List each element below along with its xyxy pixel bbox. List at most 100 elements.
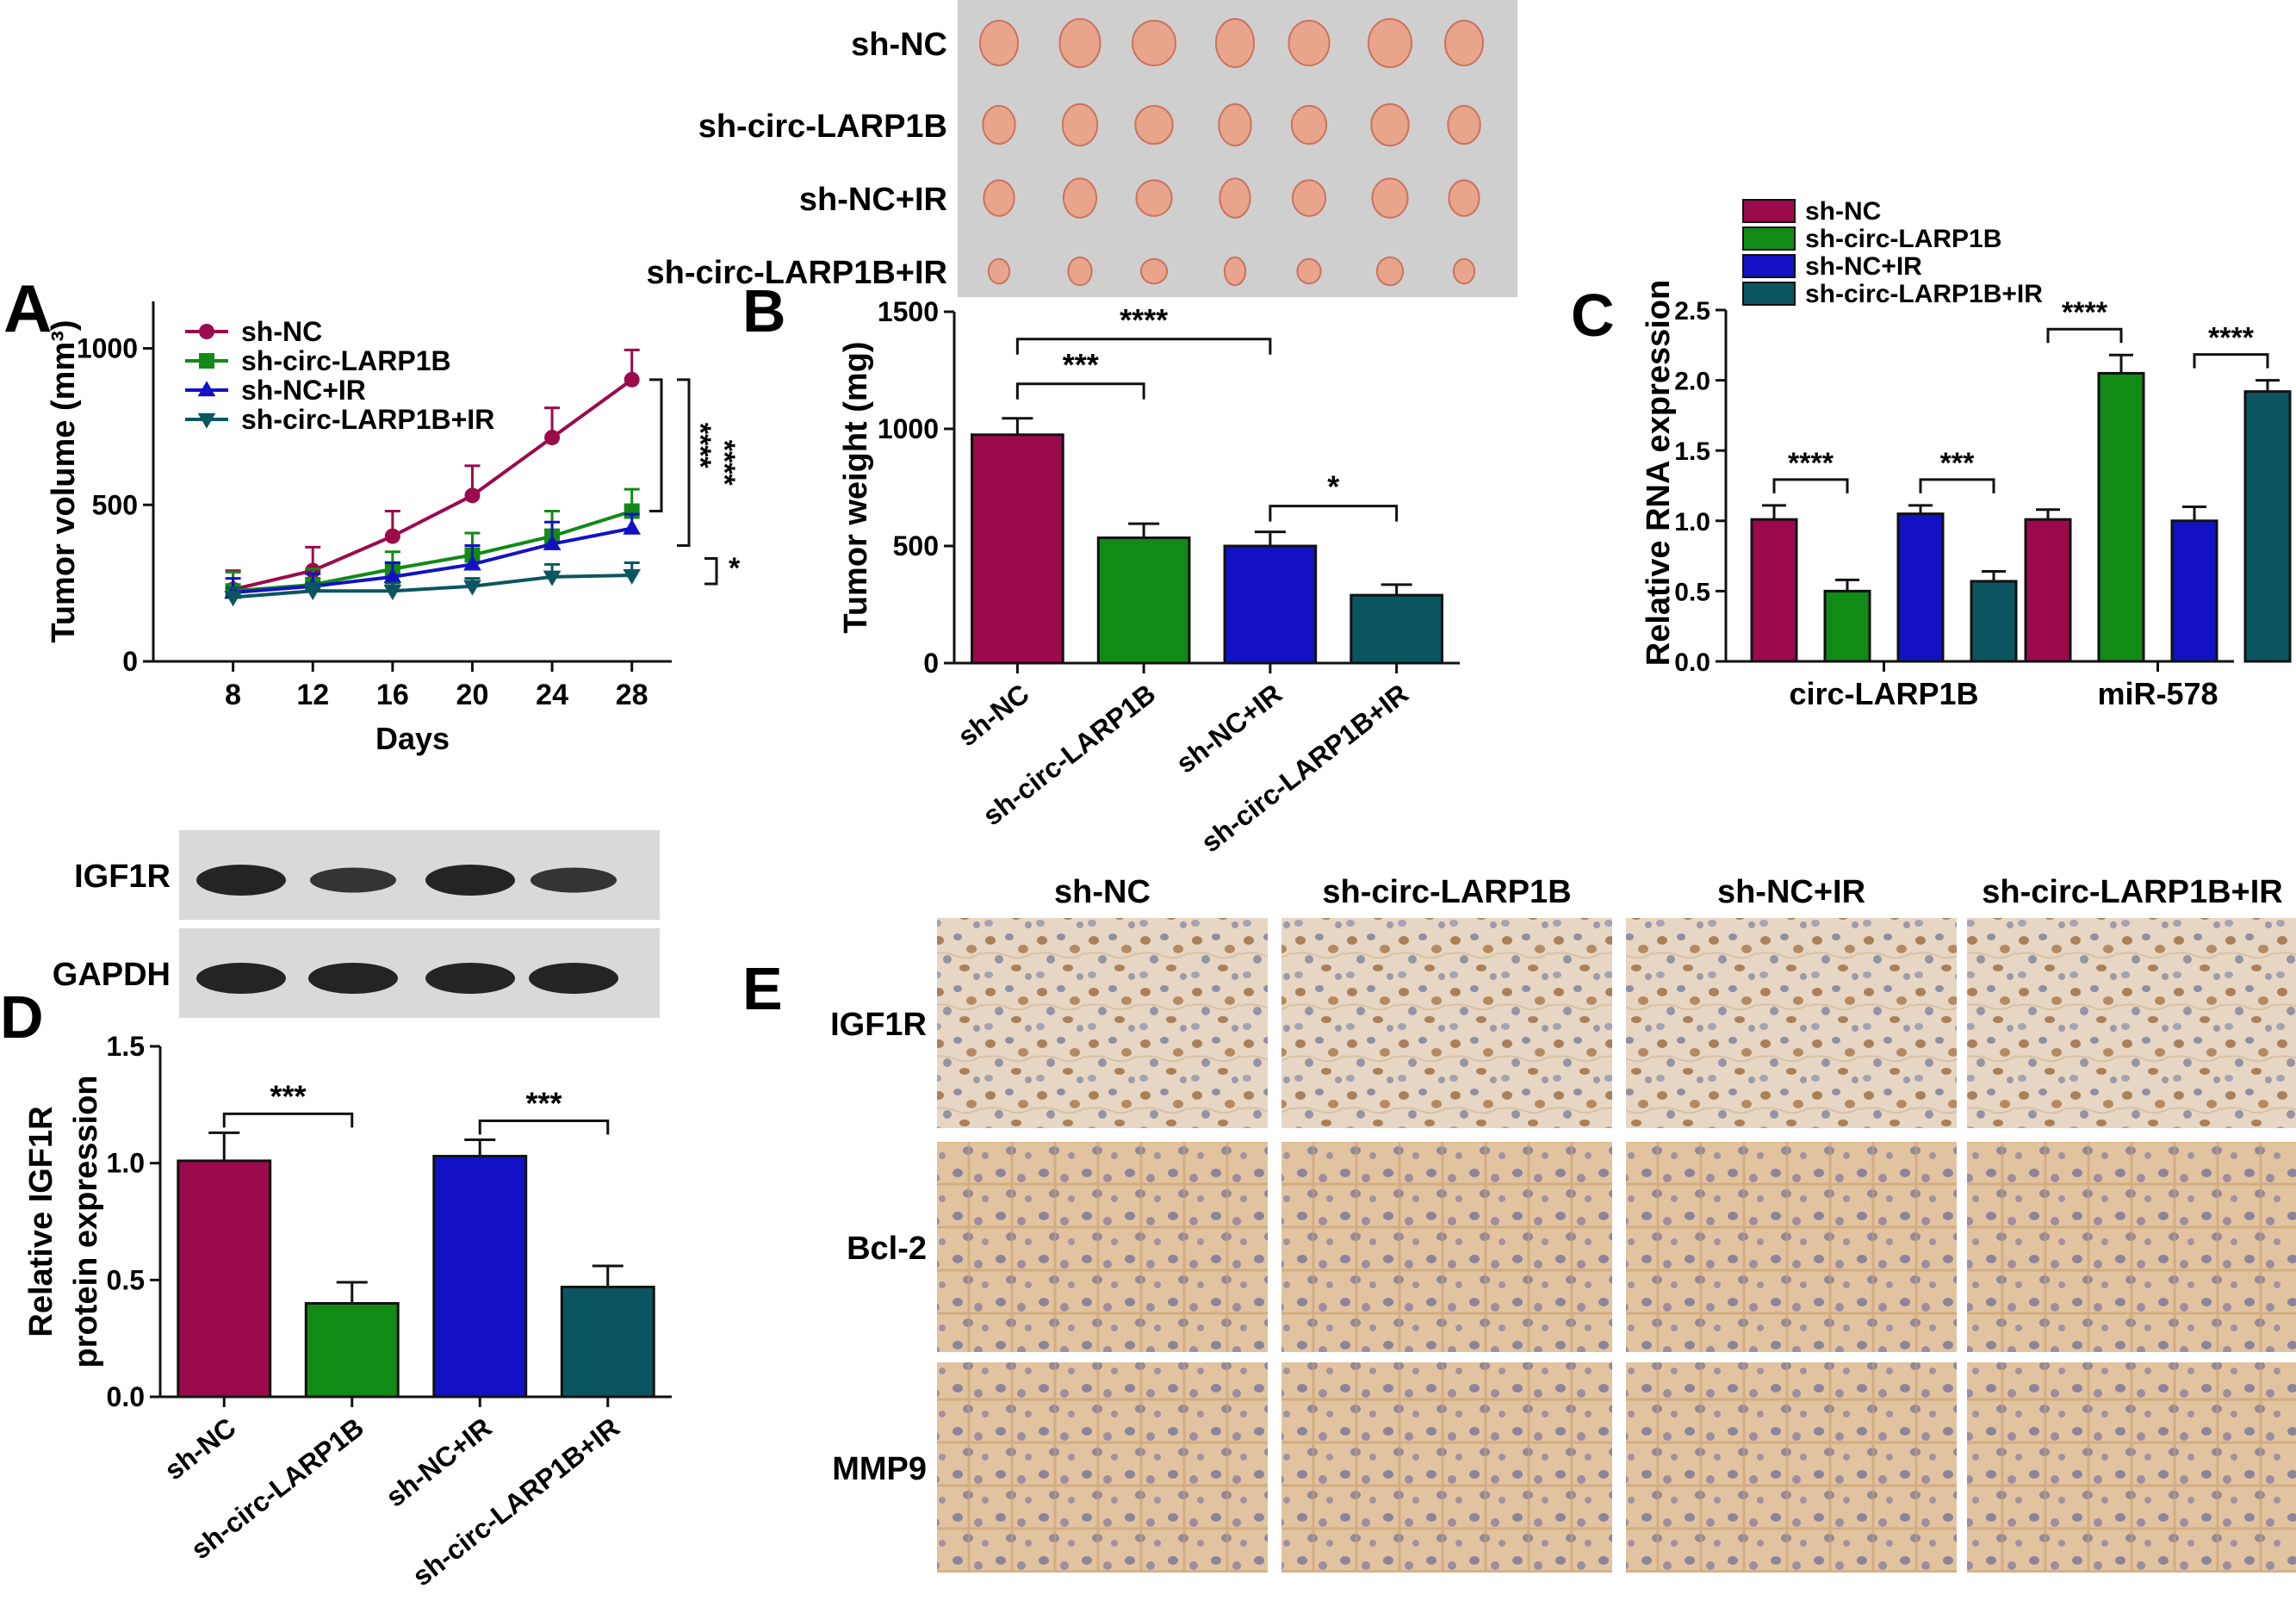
bar (432, 1155, 528, 1399)
y-tick-label: 500 (92, 489, 138, 520)
photo-row-label: sh-NC (851, 27, 947, 63)
photo-row-label: sh-circ-LARP1B+IR (647, 255, 947, 291)
blot-band (425, 865, 515, 896)
blot-row-label: GAPDH (53, 957, 171, 993)
bar (2170, 519, 2218, 663)
x-tick-label: 24 (536, 679, 568, 711)
x-tick-label: 28 (616, 679, 648, 711)
significance-bracket (2046, 327, 2123, 344)
tumor-specimen (1452, 257, 1476, 285)
x-tick-label: sh-NC (158, 1411, 241, 1486)
photo-row-label: sh-circ-LARP1B (698, 109, 947, 145)
x-tick-label: 8 (225, 679, 241, 711)
tumor-specimen (1447, 104, 1481, 146)
y-tick-label: 1.5 (1674, 437, 1710, 466)
significance-bracket (478, 1120, 610, 1135)
significance-label: *** (270, 1078, 306, 1113)
bar (2024, 518, 2072, 663)
tumor-specimen (1448, 179, 1480, 217)
ihc-micrograph (937, 1362, 1268, 1572)
legend-label: sh-circ-LARP1B (241, 345, 451, 376)
significance-bracket (1015, 382, 1145, 400)
tumor-specimen (1062, 177, 1098, 219)
legend-swatch (1742, 282, 1796, 306)
bar (1350, 593, 1443, 665)
panel-letter-e: E (742, 955, 783, 1022)
data-point (623, 518, 642, 535)
legend-swatch (1742, 254, 1796, 278)
tumor-specimen (1288, 20, 1331, 66)
ihc-micrograph (937, 1142, 1268, 1352)
ihc-row-label: IGF1R (830, 1007, 927, 1043)
x-axis-label: Days (375, 721, 450, 756)
y-axis-label-line-2: protein expression (68, 1076, 104, 1368)
ihc-micrograph (1967, 1142, 2296, 1352)
tumor-specimen (1061, 102, 1099, 147)
y-tick-label: 2.5 (1674, 297, 1710, 326)
data-point (543, 534, 562, 550)
significance-bracket (1772, 478, 1849, 493)
y-axis-label: Relative RNA expression (1641, 280, 1677, 666)
ihc-micrograph (1281, 1142, 1612, 1352)
ihc-micrograph (1626, 1362, 1957, 1572)
tumor-specimen (1444, 20, 1484, 66)
tumor-specimen (1215, 18, 1255, 68)
legend-marker (197, 413, 216, 429)
blot-band (309, 867, 397, 893)
y-tick-label: 2.0 (1674, 368, 1710, 396)
tumor-specimen (979, 20, 1019, 66)
significance-bracket (2193, 353, 2269, 369)
tumor-specimen (1223, 256, 1247, 287)
significance-label: *** (525, 1086, 562, 1121)
series-line (233, 574, 632, 599)
significance-label: **** (2062, 296, 2108, 329)
tumor-specimen (1371, 177, 1409, 219)
blot-band (530, 867, 617, 893)
significance-label: *** (1063, 347, 1099, 382)
bar (971, 433, 1064, 665)
ihc-micrograph (1626, 918, 1957, 1128)
tumor-specimen (1368, 18, 1412, 68)
bar (304, 1301, 400, 1399)
significance-label: **** (1788, 447, 1834, 480)
data-point (463, 555, 481, 571)
data-point (543, 570, 562, 586)
tumor-specimen (1132, 20, 1176, 66)
bar (2243, 390, 2292, 663)
x-tick-label: sh-NC (952, 678, 1034, 752)
y-tick-label: 1.0 (107, 1148, 145, 1179)
significance-label: **** (2208, 322, 2255, 355)
ihc-micrograph (1626, 1142, 1957, 1352)
data-point (544, 430, 561, 446)
x-tick-label: circ-LARP1B (1789, 676, 1978, 711)
y-tick-label: 0.5 (1674, 578, 1710, 606)
significance-label: *** (1940, 447, 1975, 480)
legend-marker (199, 353, 214, 369)
series-line (233, 509, 633, 593)
data-point (383, 585, 402, 601)
panel-letter-a: A (3, 270, 52, 346)
x-tick-label: miR-578 (2097, 676, 2218, 711)
data-point (224, 591, 242, 607)
tumor-specimen (1139, 257, 1169, 285)
data-point (624, 371, 640, 388)
tumor-specimen (1067, 256, 1093, 287)
ihc-micrograph (1967, 1362, 2296, 1572)
tumor-specimen (1219, 177, 1251, 219)
ihc-micrograph (1281, 1362, 1612, 1572)
y-tick-label: 1000 (77, 333, 138, 364)
ihc-micrograph (1281, 918, 1612, 1128)
x-tick-label: sh-NC+IR (1170, 678, 1288, 779)
y-tick-label: 500 (893, 530, 939, 561)
ihc-column-label: sh-circ-LARP1B (1322, 874, 1571, 910)
legend-label: sh-NC (1805, 197, 1881, 226)
y-tick-label: 0 (923, 648, 939, 679)
data-point (384, 528, 400, 544)
tumor-specimen (1218, 102, 1252, 147)
tumor-specimen (983, 179, 1015, 217)
blot-band (529, 963, 618, 994)
data-point (383, 568, 402, 584)
